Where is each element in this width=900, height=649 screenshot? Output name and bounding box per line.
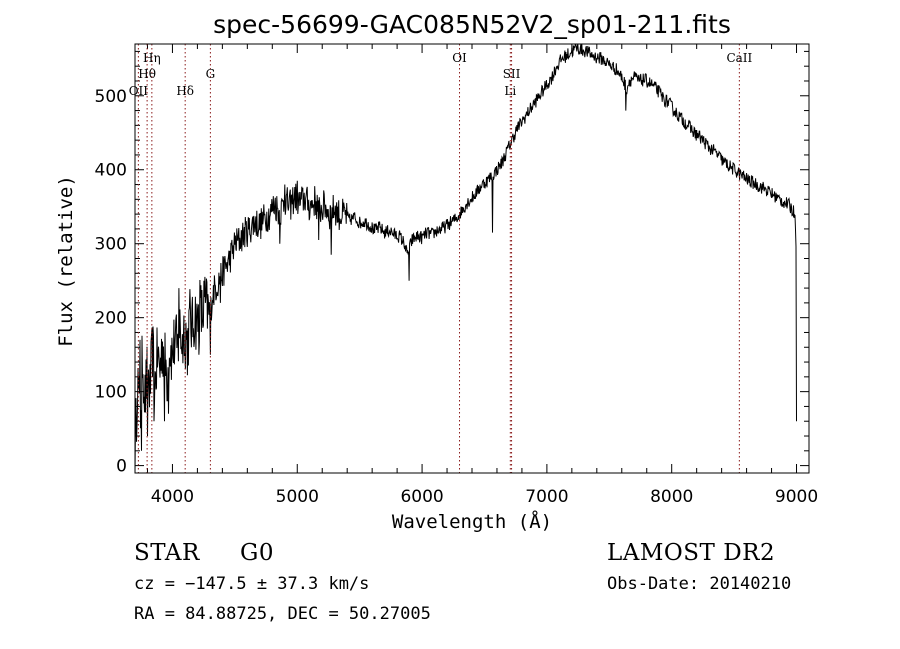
- spectral-line-label-7: Li: [504, 84, 516, 98]
- axis-ticks: 4000 5000 6000 7000 8000 9000 0 100 200 300 400 500: [95, 44, 818, 507]
- y-tick-label-400: 400: [95, 161, 127, 181]
- spectral-line-label-0: Hη: [143, 51, 161, 65]
- x-tick-label-9000: 9000: [775, 487, 818, 507]
- plot-frame: [134, 43, 810, 474]
- y-tick-label-0: 0: [116, 457, 127, 477]
- spectrum-line: [135, 44, 797, 473]
- x-axis-label: Wavelength (Å): [392, 510, 552, 533]
- x-tick-label-5000: 5000: [276, 487, 319, 507]
- object-class: STAR: [134, 540, 200, 566]
- chart-title: spec-56699-GAC085N52V2_sp01-211.fits: [213, 10, 731, 39]
- plot-area: [135, 44, 797, 473]
- object-subclass: G0: [240, 540, 275, 566]
- x-tick-label-8000: 8000: [650, 487, 693, 507]
- spectral-line-label-4: G: [206, 67, 216, 81]
- spectral-line-label-1: Hθ: [138, 67, 156, 81]
- spectral-line-label-5: OI: [452, 51, 467, 65]
- spectral-line-label-8: CaII: [726, 51, 752, 65]
- redshift-velocity: cz = −147.5 ± 37.3 km/s: [134, 574, 370, 594]
- spectral-line-label-6: SII: [503, 67, 521, 81]
- sky-coordinates: RA = 84.88725, DEC = 50.27005: [134, 604, 431, 624]
- x-tick-label-6000: 6000: [400, 487, 443, 507]
- x-tick-label-7000: 7000: [525, 487, 568, 507]
- y-tick-label-100: 100: [95, 383, 127, 403]
- observation-date: Obs-Date: 20140210: [607, 574, 792, 594]
- spectral-line-markers: Hη Hθ OII Hδ G OI SII Li CaII: [129, 44, 753, 473]
- survey-name: LAMOST DR2: [607, 540, 776, 566]
- y-tick-label-300: 300: [95, 235, 127, 255]
- y-axis-label: Flux (relative): [55, 175, 77, 347]
- x-tick-label-4000: 4000: [151, 487, 194, 507]
- y-tick-label-200: 200: [95, 309, 127, 329]
- spectral-line-label-3: Hδ: [176, 84, 194, 98]
- spectral-line-label-2: OII: [129, 84, 149, 98]
- y-tick-label-500: 500: [95, 87, 127, 107]
